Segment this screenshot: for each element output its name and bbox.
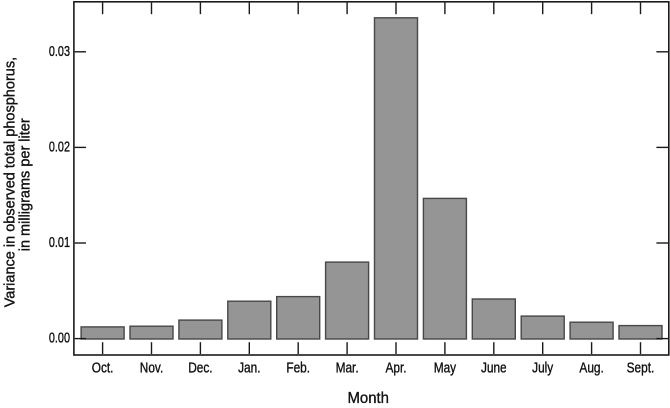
svg-text:Month: Month <box>347 390 388 407</box>
svg-text:Feb.: Feb. <box>286 359 310 375</box>
svg-text:July: July <box>532 359 553 375</box>
svg-text:0.02: 0.02 <box>49 139 70 155</box>
svg-text:Aug.: Aug. <box>579 359 603 375</box>
svg-text:May: May <box>434 359 457 375</box>
svg-text:Jan.: Jan. <box>238 359 260 375</box>
svg-text:0.01: 0.01 <box>49 235 70 251</box>
svg-text:in milligrams per liter: in milligrams per liter <box>18 118 34 251</box>
svg-text:Mar.: Mar. <box>336 359 359 375</box>
svg-text:0.00: 0.00 <box>49 330 70 346</box>
svg-text:Nov.: Nov. <box>140 359 163 375</box>
svg-text:Apr.: Apr. <box>385 359 406 375</box>
svg-text:Variance in observed total pho: Variance in observed total phosphorus, <box>2 57 18 307</box>
svg-text:Oct.: Oct. <box>92 359 114 375</box>
svg-text:Sept.: Sept. <box>627 359 655 375</box>
svg-text:0.03: 0.03 <box>49 43 70 59</box>
svg-text:June: June <box>481 359 507 375</box>
svg-text:Dec.: Dec. <box>188 359 212 375</box>
